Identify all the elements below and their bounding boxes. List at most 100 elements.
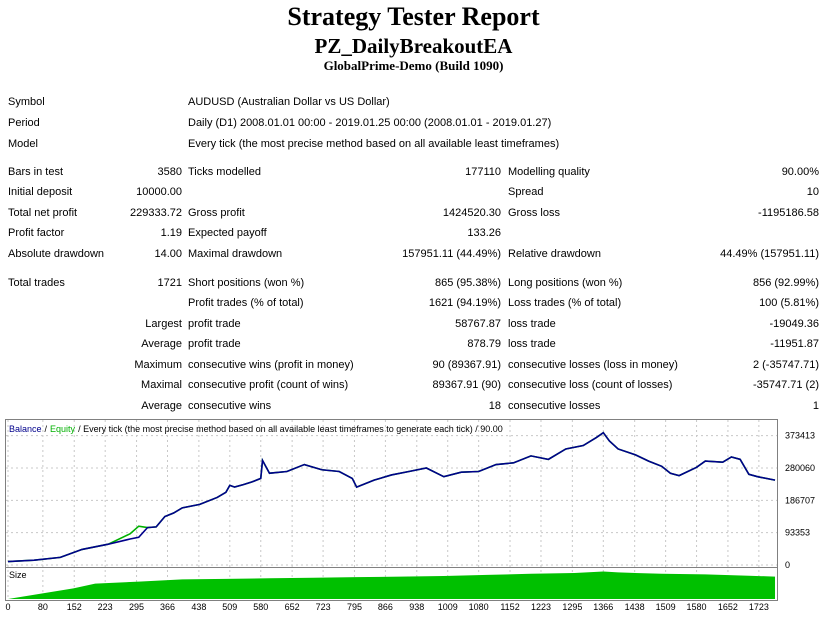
period-value: Daily (D1) 2008.01.01 00:00 - 2019.01.25… xyxy=(188,117,552,129)
server-build: GlobalPrime-Demo (Build 1090) xyxy=(323,58,504,73)
x-tick-label: 1295 xyxy=(562,602,582,612)
x-tick-label: 866 xyxy=(378,602,393,612)
x-tick-label: 1723 xyxy=(749,602,769,612)
y-tick-label: 186707 xyxy=(785,495,815,505)
x-tick-label: 509 xyxy=(222,602,237,612)
absolute-drawdown-label: Absolute drawdown xyxy=(8,248,105,260)
trade-row-label: profit trade xyxy=(188,338,241,350)
absolute-drawdown-value: 14.00 xyxy=(154,248,182,260)
trade-row-prefix: Maximal xyxy=(141,379,182,391)
trade-row-label: consecutive losses xyxy=(508,400,601,412)
x-tick-label: 723 xyxy=(316,602,331,612)
x-tick-label: 1438 xyxy=(625,602,645,612)
total-trades-label: Total trades xyxy=(8,277,65,289)
x-tick-label: 580 xyxy=(253,602,268,612)
chart-svg: 0 93353 186707 280060 373413 0 80 152 223 295 366… xyxy=(5,419,815,612)
trade-row-label: consecutive profit (count of wins) xyxy=(188,379,349,391)
trade-row-label: profit trade xyxy=(188,318,241,330)
x-tick-label: 1009 xyxy=(438,602,458,612)
trade-row-label: loss trade xyxy=(508,318,556,330)
loss-trades-value: 100 (5.81%) xyxy=(759,297,819,309)
trade-row-label: loss trade xyxy=(508,338,556,350)
spread-label: Spread xyxy=(508,186,544,198)
ticks-modelled-label: Ticks modelled xyxy=(188,166,261,178)
x-tick-label: 1080 xyxy=(469,602,489,612)
trade-row-value: 1 xyxy=(812,400,819,412)
relative-drawdown-label: Relative drawdown xyxy=(508,248,601,260)
grid-lines xyxy=(6,420,777,600)
period-label: Period xyxy=(8,117,40,129)
x-tick-label: 1223 xyxy=(531,602,551,612)
trade-row-value: -11951.87 xyxy=(770,338,819,350)
y-tick-labels: 0 93353 186707 280060 373413 xyxy=(785,431,815,570)
ticks-modelled-value: 177110 xyxy=(465,166,501,178)
legend-equity: Equity xyxy=(50,424,76,434)
trade-row-value: -19049.36 xyxy=(769,318,819,330)
size-area xyxy=(8,571,775,599)
relative-drawdown-value: 44.49% (157951.11) xyxy=(720,248,819,260)
legend: Balance / Equity / Every tick (the most pre… xyxy=(9,424,503,434)
x-tick-label: 1652 xyxy=(718,602,738,612)
x-tick-label: 1580 xyxy=(687,602,707,612)
loss-trades-label: Loss trades (% of total) xyxy=(508,297,622,309)
long-positions-label: Long positions (won %) xyxy=(508,277,623,289)
legend-separator: / xyxy=(45,424,48,434)
gross-profit-label: Gross profit xyxy=(188,207,245,219)
profit-trades-label: Profit trades (% of total) xyxy=(188,297,304,309)
trade-row-value: 90 (89367.91) xyxy=(432,359,502,371)
modelling-quality-value: 90.00% xyxy=(781,166,819,178)
trade-row-value: 878.79 xyxy=(467,338,501,350)
x-tick-label: 438 xyxy=(191,602,206,612)
profit-factor-value: 1.19 xyxy=(160,227,182,239)
size-histogram xyxy=(8,571,775,599)
maximal-drawdown-value: 157951.11 (44.49%) xyxy=(402,248,501,260)
gross-loss-value: -1195186.58 xyxy=(758,207,819,219)
x-tick-label: 223 xyxy=(98,602,113,612)
total-trades-value: 1721 xyxy=(157,277,182,289)
spread-value: 10 xyxy=(806,186,819,198)
y-tick-label: 373413 xyxy=(785,431,815,441)
modelling-quality-label: Modelling quality xyxy=(508,166,590,178)
trade-row-prefix: Average xyxy=(141,338,182,350)
trade-row-label: consecutive loss (count of losses) xyxy=(508,379,673,391)
gross-loss-label: Gross loss xyxy=(508,207,560,219)
short-positions-value: 865 (95.38%) xyxy=(434,277,501,289)
trade-row-label: consecutive losses (loss in money) xyxy=(508,359,678,371)
x-tick-label: 1366 xyxy=(593,602,613,612)
maximal-drawdown-label: Maximal drawdown xyxy=(188,248,283,260)
trade-row-label: consecutive wins xyxy=(188,400,272,412)
trade-row-prefix: Largest xyxy=(145,318,182,330)
expected-payoff-value: 133.26 xyxy=(467,227,501,239)
trade-row-value: 89367.91 (90) xyxy=(432,379,502,391)
x-tick-label: 80 xyxy=(38,602,48,612)
trade-row-value: 18 xyxy=(488,400,501,412)
y-tick-label: 280060 xyxy=(785,463,815,473)
x-tick-label: 295 xyxy=(129,602,144,612)
short-positions-label: Short positions (won %) xyxy=(188,277,305,289)
profit-trades-value: 1621 (94.19%) xyxy=(428,297,501,309)
trade-row-prefix: Average xyxy=(141,400,182,412)
x-tick-label: 152 xyxy=(67,602,82,612)
initial-deposit-value: 10000.00 xyxy=(136,186,182,198)
expected-payoff-label: Expected payoff xyxy=(188,227,267,239)
main-plot-frame xyxy=(5,419,778,568)
model-label: Model xyxy=(8,138,38,150)
series-lines xyxy=(7,431,776,563)
x-tick-labels: 0 80 152 223 295 366 438 509 580 652 723 795 866 938 1… xyxy=(5,602,768,612)
bars-in-test-value: 3580 xyxy=(157,166,182,178)
balance-line xyxy=(7,431,776,563)
x-tick-label: 1509 xyxy=(656,602,676,612)
x-tick-label: 795 xyxy=(347,602,362,612)
x-tick-label: 366 xyxy=(160,602,175,612)
balance-chart: 0 93353 186707 280060 373413 0 80 152 223 295 366… xyxy=(5,419,823,612)
initial-deposit-label: Initial deposit xyxy=(8,186,73,198)
report-title: Strategy Tester Report xyxy=(287,2,540,31)
legend-balance: Balance xyxy=(9,424,42,434)
symbol-value: AUDUSD (Australian Dollar vs US Dollar) xyxy=(188,96,390,108)
y-tick-label: 0 xyxy=(785,560,790,570)
long-positions-value: 856 (92.99%) xyxy=(752,277,819,289)
profit-factor-label: Profit factor xyxy=(8,227,65,239)
legend-description: / Every tick (the most precise method ba… xyxy=(78,424,503,434)
trade-row-value: 2 (-35747.71) xyxy=(752,359,819,371)
gross-profit-value: 1424520.30 xyxy=(442,207,501,219)
